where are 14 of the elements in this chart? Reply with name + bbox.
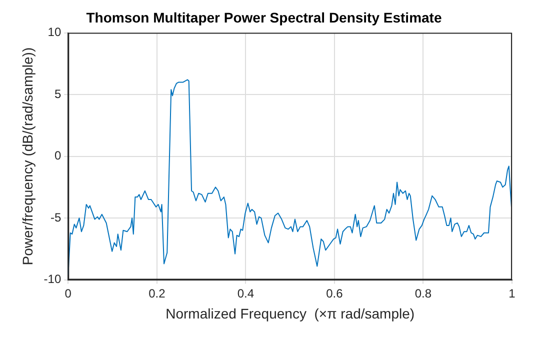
y-tick-label: 5 bbox=[54, 86, 62, 101]
y-tick-label: -5 bbox=[50, 210, 62, 224]
x-axis-title: Normalized Frequency (×π rad/sample) bbox=[166, 305, 415, 322]
x-tick-label: 0.8 bbox=[414, 286, 432, 300]
x-tick-label: 0 bbox=[64, 286, 72, 300]
y-axis-title: Power/frequency (dB/(rad/sample)) bbox=[19, 47, 36, 266]
x-tick-label: 1 bbox=[508, 286, 516, 300]
chart-title: Thomson Multitaper Power Spectral Density Estimate bbox=[86, 9, 442, 26]
y-tick-label: -10 bbox=[44, 272, 62, 286]
x-tick-label: 0.4 bbox=[237, 286, 254, 300]
y-tick-label: 10 bbox=[48, 25, 62, 40]
x-tick-label: 0.2 bbox=[148, 286, 166, 300]
y-tick-label: 0 bbox=[54, 148, 62, 163]
x-tick-label: 0.6 bbox=[326, 286, 344, 300]
